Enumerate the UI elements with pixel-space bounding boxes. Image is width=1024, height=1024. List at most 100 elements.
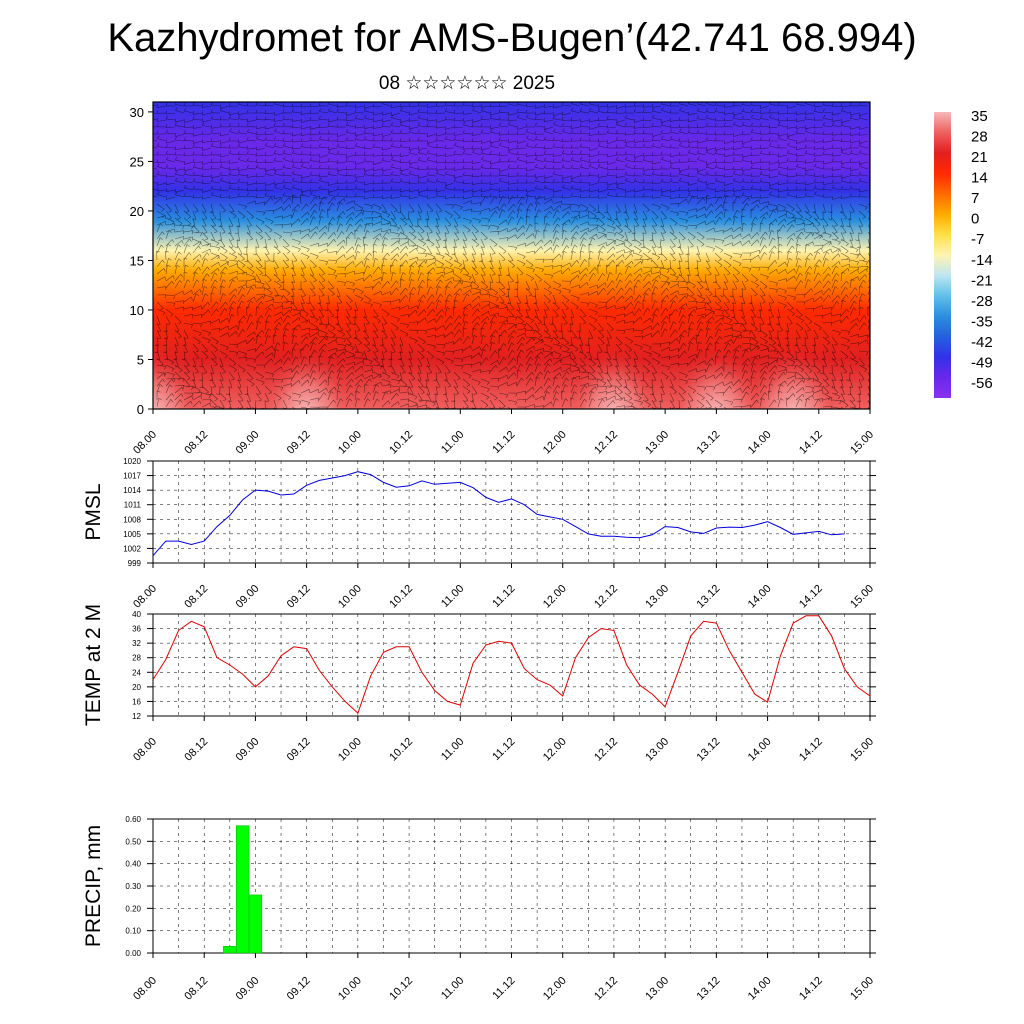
x-tick-label: 09.00 <box>234 975 262 1003</box>
x-tick-label: 09.00 <box>234 583 262 611</box>
y-axis-label: PRECIP, mm <box>82 825 105 947</box>
colorbar-label: -56 <box>971 375 993 392</box>
y-tick-label: 0.50 <box>125 837 141 846</box>
colorbar-label: 21 <box>971 149 988 166</box>
y-tick-label: 24 <box>132 668 141 677</box>
colorbar: 35 28 21 14 7 0 -7 -14 -21 -28 -35 -42 -49 -56 <box>934 108 993 398</box>
x-tick-label: 13.00 <box>643 429 671 457</box>
x-tick-label: 10.12 <box>387 736 415 764</box>
y-tick-label: 0.60 <box>125 815 141 824</box>
warm-core <box>153 327 195 409</box>
colorbar-label: -7 <box>971 231 984 248</box>
temp-panel: 40 36 32 28 24 20 16 12 08.00 08.12 09.00 09.12 10.0… <box>82 604 876 764</box>
x-tick-label: 08.00 <box>131 736 159 764</box>
x-tick-label: 08.12 <box>182 429 210 457</box>
series-line <box>152 471 845 557</box>
x-tick-label: 13.00 <box>643 736 671 764</box>
cross-section-field <box>153 102 870 409</box>
colorbar-label: -28 <box>971 293 993 310</box>
x-tick-label: 10.00 <box>336 975 364 1003</box>
x-tick-label: 13.12 <box>695 975 723 1003</box>
x-tick-label: 13.00 <box>643 975 671 1003</box>
x-tick-label: 12.12 <box>592 583 620 611</box>
wind-barbs <box>153 102 870 409</box>
x-tick-label: 09.12 <box>285 975 313 1003</box>
colorbar-label: 35 <box>971 108 988 125</box>
x-tick-label: 10.00 <box>336 583 364 611</box>
x-tick-label: 13.00 <box>643 583 671 611</box>
x-tick-label: 09.12 <box>285 736 313 764</box>
y-tick-label: 1017 <box>123 472 141 481</box>
x-tick-label: 11.12 <box>490 429 517 456</box>
y-tick-label: 36 <box>132 625 141 634</box>
x-tick-label: 14.00 <box>746 429 774 457</box>
x-tick-label: 14.12 <box>797 583 825 611</box>
x-tick-label: 08.00 <box>131 975 159 1003</box>
y-tick-label: 1020 <box>123 457 141 466</box>
x-tick-label: 08.00 <box>131 429 159 457</box>
x-tick-label: 14.00 <box>746 975 774 1003</box>
y-tick-label: 1011 <box>124 501 142 510</box>
x-tick-label: 12.00 <box>541 583 569 611</box>
y-tick-label: 20 <box>130 204 144 219</box>
y-tick-label: 0 <box>137 402 144 417</box>
y-tick-label: 40 <box>132 610 141 619</box>
y-tick-label: 10 <box>130 303 144 318</box>
x-tick-label: 08.12 <box>182 736 210 764</box>
x-tick-label: 08.12 <box>182 583 210 611</box>
colorbar-label: -35 <box>971 313 993 330</box>
x-tick-label: 10.12 <box>387 429 415 457</box>
pmsl-panel: 1020 1017 1014 1011 1008 1005 1002 999 08.00 08.1… <box>82 457 876 611</box>
precip-panel: 0.60 0.50 0.40 0.30 0.20 0.10 0.00 08.00 08.12 09… <box>82 815 876 1003</box>
x-tick-label: 12.00 <box>541 736 569 764</box>
y-tick-label: 28 <box>132 654 141 663</box>
x-tick-label: 13.12 <box>695 583 723 611</box>
y-tick-label: 0.30 <box>125 882 141 891</box>
x-tick-label: 14.00 <box>746 736 774 764</box>
y-tick-label: 25 <box>130 154 144 169</box>
y-tick-label: 0.40 <box>125 860 141 869</box>
y-tick-label: 16 <box>132 697 141 706</box>
colorbar-label: -14 <box>971 252 993 269</box>
y-tick-label: 1014 <box>123 486 141 495</box>
y-tick-label: 0.00 <box>125 949 141 958</box>
x-tick-label: 10.12 <box>387 975 415 1003</box>
x-tick-label: 10.12 <box>387 583 415 611</box>
x-tick-label: 15.00 <box>848 975 876 1003</box>
x-tick-label: 11.00 <box>439 429 466 456</box>
y-tick-label: 20 <box>132 683 141 692</box>
x-tick-label: 12.12 <box>592 429 620 457</box>
x-tick-label: 12.00 <box>541 429 569 457</box>
x-tick-label: 14.00 <box>746 583 774 611</box>
y-tick-label: 1002 <box>123 544 141 553</box>
x-tick-label: 11.00 <box>439 736 466 763</box>
warm-core <box>264 327 349 409</box>
x-tick-label: 11.12 <box>490 736 517 763</box>
colorbar-label: 0 <box>971 211 979 228</box>
x-tick-label: 14.12 <box>797 736 825 764</box>
x-tick-label: 15.00 <box>848 583 876 611</box>
y-tick-label: 1005 <box>123 530 141 539</box>
x-tick-label: 08.12 <box>182 975 210 1003</box>
x-tick-label: 12.00 <box>541 975 569 1003</box>
y-tick-label: 32 <box>132 639 141 648</box>
y-tick-label: 15 <box>130 253 144 268</box>
colorbar-label: -42 <box>971 334 993 351</box>
x-tick-label: 09.00 <box>234 429 262 457</box>
y-tick-label: 0.20 <box>125 904 141 913</box>
page-subtitle: 08 ☆☆☆☆☆☆ 2025 <box>378 73 556 94</box>
y-tick-label: 0.10 <box>125 927 141 936</box>
x-tick-label: 11.00 <box>439 583 466 610</box>
precip-bar <box>223 946 237 954</box>
x-tick-label: 09.00 <box>234 736 262 764</box>
x-tick-label: 10.00 <box>336 736 364 764</box>
x-tick-label: 13.12 <box>695 429 723 457</box>
cross-section-panel: 0 5 10 15 20 25 30 08.00 08.12 09.00 09.12 10.00 10.… <box>130 101 876 457</box>
page-title: Kazhydromet for AMS-Bugen’(42.741 68.994… <box>107 16 917 60</box>
y-axis-label: TEMP at 2 M <box>82 604 105 726</box>
warm-core <box>751 327 836 409</box>
x-tick-label: 14.12 <box>797 429 825 457</box>
x-tick-label: 13.12 <box>695 736 723 764</box>
precip-bar <box>235 825 250 954</box>
